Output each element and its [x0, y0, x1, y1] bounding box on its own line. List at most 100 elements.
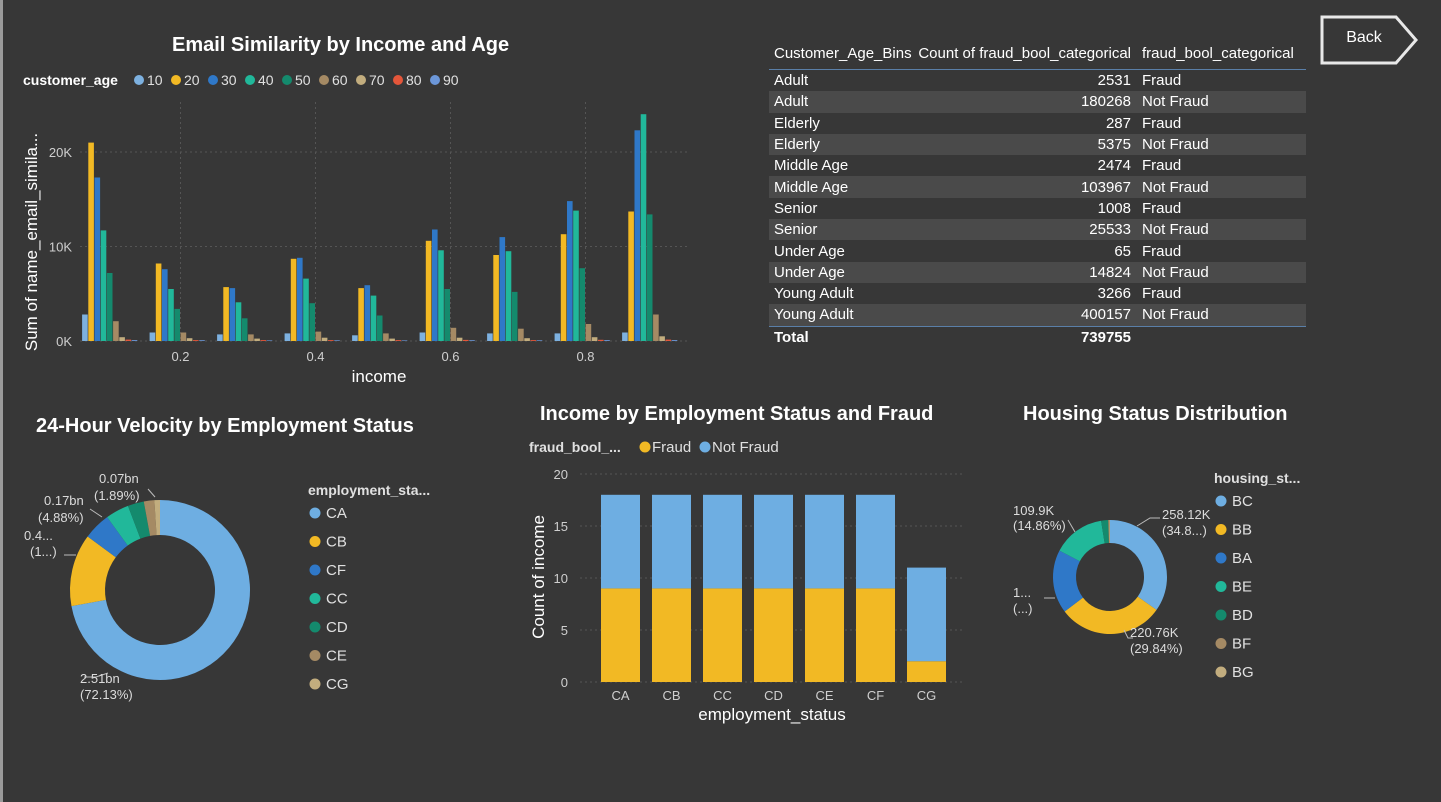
email-bar[interactable] [223, 287, 229, 341]
housing-slice[interactable] [1059, 520, 1105, 562]
email-bar[interactable] [149, 332, 156, 342]
legend-marker-not-fraud[interactable] [699, 441, 711, 453]
email-bar[interactable] [309, 303, 315, 341]
table-row[interactable]: Senior 1008 Fraud [769, 198, 1306, 219]
housing-legend-label[interactable]: BB [1232, 522, 1252, 539]
income-bar-fraud[interactable] [703, 588, 742, 682]
email-bar[interactable] [199, 340, 205, 341]
email-bar[interactable] [598, 339, 604, 341]
email-bar[interactable] [217, 334, 223, 341]
email-bar[interactable] [395, 340, 402, 341]
email-bar[interactable] [303, 278, 309, 341]
legend-marker-age-10[interactable] [134, 75, 144, 85]
email-bar[interactable] [469, 340, 475, 341]
velocity-slice[interactable] [143, 500, 157, 536]
legend-label-age-90[interactable]: 90 [443, 72, 459, 88]
velocity-slice[interactable] [107, 505, 141, 546]
table-row[interactable]: Elderly 287 Fraud [769, 113, 1306, 134]
income-bar-not-fraud[interactable] [907, 567, 946, 662]
email-bar[interactable] [88, 142, 94, 341]
income-bar-not-fraud[interactable] [703, 494, 742, 589]
table-row[interactable]: Under Age 65 Fraud [769, 240, 1306, 261]
income-bar-not-fraud[interactable] [652, 494, 691, 589]
email-bar[interactable] [290, 258, 297, 341]
email-bar[interactable] [524, 338, 530, 341]
legend-label-not-fraud[interactable]: Not Fraud [712, 439, 779, 456]
email-bar[interactable] [438, 250, 444, 341]
email-bar[interactable] [456, 337, 463, 341]
income-bar-fraud[interactable] [754, 588, 793, 682]
email-bar[interactable] [364, 285, 371, 341]
housing-legend-label[interactable]: BD [1232, 607, 1253, 624]
income-bar-fraud[interactable] [907, 661, 946, 682]
income-bar-fraud[interactable] [805, 588, 844, 682]
housing-legend-label[interactable]: BA [1232, 550, 1252, 567]
table-row[interactable]: Middle Age 103967 Not Fraud [769, 176, 1306, 198]
email-bar[interactable] [315, 331, 322, 341]
email-bar[interactable] [401, 340, 408, 341]
email-bar[interactable] [162, 269, 168, 341]
table-row[interactable]: Senior 25533 Not Fraud [769, 219, 1306, 241]
back-button[interactable]: Back [1320, 15, 1418, 67]
email-bar[interactable] [186, 338, 193, 341]
header-fraud[interactable]: fraud_bool_categorical [1142, 44, 1294, 62]
legend-marker-age-40[interactable] [245, 75, 255, 85]
income-bar-fraud[interactable] [856, 588, 895, 682]
housing-slice[interactable] [1108, 520, 1110, 544]
table-row[interactable]: Under Age 14824 Not Fraud [769, 261, 1306, 283]
table-row[interactable]: Adult 180268 Not Fraud [769, 91, 1306, 113]
email-bar[interactable] [419, 332, 426, 342]
housing-legend-marker[interactable] [1215, 495, 1227, 507]
housing-slice[interactable] [1110, 520, 1167, 610]
velocity-legend-marker[interactable] [309, 650, 321, 661]
email-bar[interactable] [499, 237, 506, 341]
email-bar[interactable] [493, 255, 499, 341]
velocity-legend-label[interactable]: CA [326, 505, 347, 522]
housing-legend-marker[interactable] [1215, 609, 1227, 621]
housing-legend-marker[interactable] [1215, 524, 1227, 535]
velocity-legend-label[interactable]: CB [326, 534, 347, 551]
email-bar[interactable] [352, 335, 358, 341]
email-bar[interactable] [119, 337, 125, 341]
legend-label-age-20[interactable]: 20 [184, 72, 200, 88]
velocity-legend-marker[interactable] [309, 621, 321, 633]
email-bar[interactable] [671, 340, 678, 341]
email-bar[interactable] [376, 315, 383, 342]
velocity-slice[interactable] [87, 517, 128, 558]
velocity-legend-marker[interactable] [309, 678, 321, 690]
email-bar[interactable] [131, 340, 138, 341]
email-bar[interactable] [463, 339, 469, 341]
email-bar[interactable] [450, 327, 457, 341]
email-bar[interactable] [432, 229, 438, 342]
legend-label-age-10[interactable]: 10 [147, 72, 163, 88]
email-bar[interactable] [591, 337, 598, 341]
housing-legend-label[interactable]: BG [1232, 664, 1254, 681]
email-bar[interactable] [628, 211, 634, 342]
legend-label-age-30[interactable]: 30 [221, 72, 237, 88]
legend-marker-fraud[interactable] [639, 441, 651, 453]
legend-label-age-50[interactable]: 50 [295, 72, 311, 88]
table-row[interactable]: Young Adult 3266 Fraud [769, 283, 1306, 304]
email-bar[interactable] [125, 339, 132, 341]
email-bar[interactable] [260, 340, 267, 341]
email-bar[interactable] [370, 295, 377, 341]
email-bar[interactable] [266, 340, 273, 341]
email-bar[interactable] [229, 288, 236, 341]
housing-legend-marker[interactable] [1215, 666, 1227, 678]
velocity-legend-marker[interactable] [309, 593, 321, 604]
email-bar[interactable] [444, 289, 450, 341]
velocity-slice[interactable] [154, 500, 160, 536]
legend-label-age-70[interactable]: 70 [369, 72, 385, 88]
email-bar[interactable] [653, 314, 659, 342]
legend-marker-age-70[interactable] [356, 75, 366, 85]
email-bar[interactable] [567, 201, 573, 341]
income-bar-fraud[interactable] [601, 588, 640, 682]
email-bar[interactable] [622, 332, 628, 342]
email-bar[interactable] [425, 240, 432, 341]
email-bar[interactable] [174, 308, 180, 341]
legend-marker-age-20[interactable] [171, 75, 181, 85]
email-bar[interactable] [180, 332, 187, 342]
email-bar[interactable] [241, 318, 248, 341]
email-bar[interactable] [94, 177, 101, 342]
velocity-legend-label[interactable]: CG [326, 676, 349, 693]
